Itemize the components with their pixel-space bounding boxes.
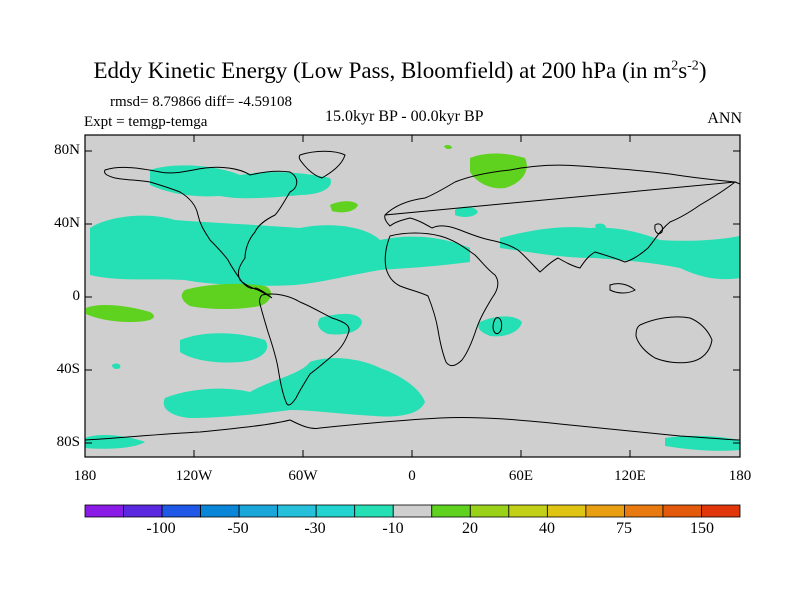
- colorbar-swatch: [508, 504, 548, 518]
- lat-label-80s: 80S: [56, 434, 80, 450]
- colorbar-swatch: [469, 504, 510, 518]
- map-title: Eddy Kinetic Energy (Low Pass, Bloomfiel…: [93, 58, 707, 83]
- lon-label-60e: 60E: [508, 468, 534, 484]
- lon-label-120e: 120E: [614, 468, 646, 484]
- colorbar-swatch: [200, 504, 240, 518]
- lat-label-0: 0: [72, 288, 81, 304]
- colorbar-label: -30: [304, 520, 326, 537]
- lat-label-40n: 40N: [54, 215, 80, 231]
- colorbar-swatch: [546, 504, 587, 518]
- colorbar-swatch: [662, 504, 702, 518]
- lon-label-180w: 180: [73, 468, 97, 484]
- colorbar: [84, 504, 741, 518]
- experiment-label: Expt = temgp-temga: [84, 114, 208, 130]
- colorbar-swatch: [585, 504, 625, 518]
- lat-label-40s: 40S: [56, 361, 80, 377]
- colorbar-swatch: [84, 504, 124, 518]
- colorbar-swatch: [277, 504, 317, 518]
- colorbar-label: 150: [690, 520, 714, 537]
- colorbar-swatch: [161, 504, 201, 518]
- colorbar-label: -10: [382, 520, 404, 537]
- colorbar-label: 40: [539, 520, 555, 537]
- lon-label-60w: 60W: [288, 468, 318, 484]
- negative-anomaly-regions: [85, 165, 740, 451]
- lat-ticks: [85, 150, 740, 444]
- stats-label: rmsd= 8.79866 diff= -4.59108: [110, 94, 293, 110]
- colorbar-label: 75: [616, 520, 632, 537]
- lat-label-80n: 80N: [54, 142, 80, 158]
- colorbar-label: -50: [227, 520, 249, 537]
- colorbar-label: -100: [146, 520, 176, 537]
- colorbar-swatch: [123, 504, 163, 518]
- coastlines: [84, 150, 741, 441]
- colorbar-label: 20: [462, 520, 478, 537]
- lon-ticks: [193, 135, 631, 457]
- season-label: ANN: [707, 110, 742, 127]
- colorbar-swatch: [238, 504, 279, 518]
- lon-label-180e: 180: [728, 468, 752, 484]
- colorbar-swatch: [354, 504, 394, 518]
- lon-label-0: 0: [408, 468, 416, 484]
- colorbar-swatch: [392, 504, 433, 518]
- lon-label-120w: 120W: [175, 468, 213, 484]
- period-label: 15.0kyr BP - 00.0kyr BP: [325, 108, 484, 125]
- colorbar-swatch: [315, 504, 356, 518]
- colorbar-swatch: [624, 504, 664, 518]
- colorbar-swatch: [701, 504, 741, 518]
- colorbar-swatch: [431, 504, 471, 518]
